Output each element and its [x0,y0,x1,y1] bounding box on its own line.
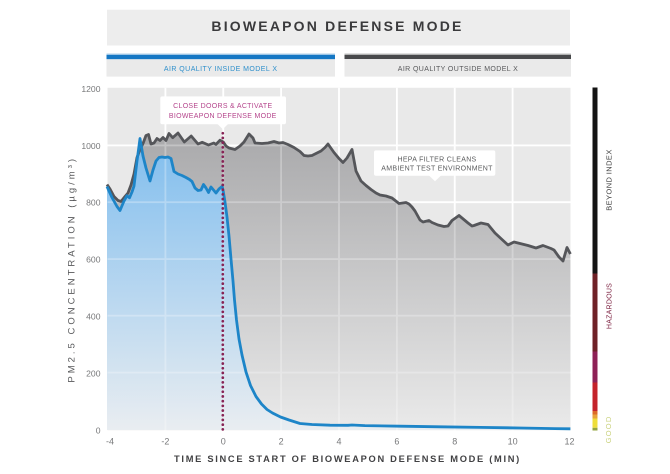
svg-text:6: 6 [394,437,399,447]
svg-text:TIME SINCE START OF BIOWEAPON: TIME SINCE START OF BIOWEAPON DEFENSE MO… [174,454,521,464]
svg-text:BEYOND INDEX: BEYOND INDEX [604,149,613,210]
svg-text:4: 4 [336,437,341,447]
svg-text:BIOWEAPON DEFENSE MODE: BIOWEAPON DEFENSE MODE [211,18,463,34]
svg-text:800: 800 [86,198,101,208]
svg-text:GOOD: GOOD [604,416,613,444]
svg-text:HEPA FILTER CLEANS: HEPA FILTER CLEANS [397,157,476,164]
svg-text:1200: 1200 [81,84,100,94]
svg-text:AMBIENT TEST ENVIRONMENT: AMBIENT TEST ENVIRONMENT [381,165,493,172]
svg-text:8: 8 [452,437,457,447]
svg-text:1000: 1000 [81,141,100,151]
svg-text:-4: -4 [106,437,114,447]
svg-text:BIOWEAPON DEFENSE MODE: BIOWEAPON DEFENSE MODE [169,113,277,120]
svg-text:2: 2 [279,437,284,447]
svg-text:PM2.5 CONCENTRATION (µg/m³): PM2.5 CONCENTRATION (µg/m³) [67,156,78,383]
svg-text:10: 10 [508,437,518,447]
svg-text:200: 200 [86,369,101,379]
svg-text:AIR QUALITY INSIDE MODEL X: AIR QUALITY INSIDE MODEL X [164,66,278,73]
svg-text:12: 12 [564,437,574,447]
svg-text:CLOSE DOORS & ACTIVATE: CLOSE DOORS & ACTIVATE [173,103,272,110]
svg-text:HAZARDOUS: HAZARDOUS [606,283,613,329]
svg-text:0: 0 [96,425,101,435]
svg-text:400: 400 [86,311,101,321]
svg-text:AIR QUALITY OUTSIDE MODEL X: AIR QUALITY OUTSIDE MODEL X [398,66,519,73]
svg-text:0: 0 [221,437,226,447]
svg-text:600: 600 [86,255,101,265]
svg-text:-2: -2 [161,437,169,447]
